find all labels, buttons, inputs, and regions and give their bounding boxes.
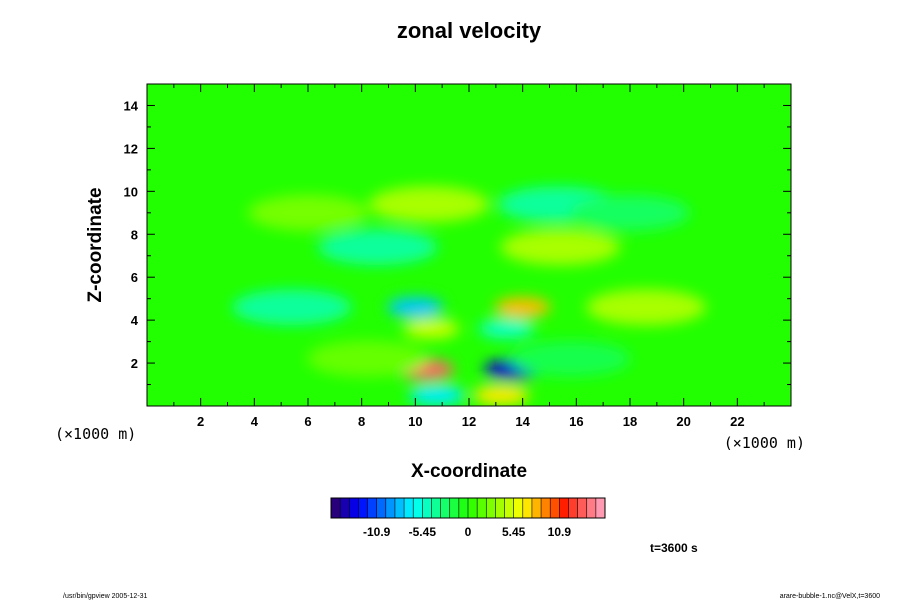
y-tick-label: 4 — [131, 313, 139, 328]
colorbar-cell — [440, 498, 451, 518]
colorbar-cell — [449, 498, 460, 518]
colorbar-cell — [431, 498, 441, 518]
colorbar-cell — [486, 498, 496, 518]
colorbar-cell — [577, 498, 588, 518]
x-axis-label: X-coordinate — [411, 461, 527, 482]
field-feature — [317, 229, 438, 266]
colorbar-cell — [541, 498, 551, 518]
x-tick-label: 18 — [623, 414, 637, 429]
colorbar-cell — [504, 498, 514, 518]
field-feature — [500, 229, 621, 266]
field-feature — [586, 289, 707, 326]
field-feature — [387, 297, 444, 318]
field-feature — [408, 385, 465, 406]
field-feature — [231, 289, 352, 326]
plot-area — [147, 84, 791, 406]
field-feature — [494, 297, 551, 318]
colorbar-cell — [404, 498, 414, 518]
x-tick-label: 14 — [515, 414, 530, 429]
footer-left: /usr/bin/gpview 2005-12-31 — [63, 593, 148, 600]
field-feature — [368, 186, 489, 223]
y-tick-label: 6 — [131, 270, 138, 285]
x-unit-label: (×1000 m) — [724, 434, 805, 452]
x-tick-label: 12 — [462, 414, 476, 429]
time-annotation: t=3600 s — [650, 541, 698, 555]
colorbar-cell — [458, 498, 469, 518]
colorbar-cell — [413, 498, 423, 518]
x-tick-label: 2 — [197, 414, 204, 429]
y-unit-label: (×1000 m) — [55, 425, 136, 443]
colorbar-tick-label: 10.9 — [548, 525, 572, 539]
y-tick-label: 8 — [131, 227, 138, 242]
x-tick-label: 20 — [676, 414, 690, 429]
field-feature — [248, 194, 368, 231]
x-tick-label: 22 — [730, 414, 744, 429]
field-feature — [570, 194, 690, 231]
colorbar-cell — [358, 498, 368, 518]
colorbar-tick-label: 0 — [465, 525, 472, 539]
colorbar-cell — [550, 498, 560, 518]
colorbar-cell — [349, 498, 359, 518]
x-tick-label: 4 — [251, 414, 259, 429]
colorbar-tick-label: -10.9 — [363, 525, 391, 539]
colorbar-cell — [568, 498, 578, 518]
y-axis: 2 4 6 8 10 12 14 — [124, 98, 791, 386]
colorbar-cell — [477, 498, 487, 518]
colorbar — [330, 497, 606, 519]
colorbar-cell — [422, 498, 432, 518]
x-tick-label: 8 — [358, 414, 365, 429]
colorbar-cell — [468, 498, 478, 518]
x-tick-label: 10 — [408, 414, 422, 429]
colorbar-frame — [330, 497, 606, 519]
colorbar-cell — [559, 498, 569, 518]
colorbar-cell — [522, 498, 533, 518]
chart-title: zonal velocity — [397, 18, 542, 43]
colorbar-cell — [340, 498, 350, 518]
colorbar-tick-label: -5.45 — [409, 525, 437, 539]
colorbar-tick-label: 5.45 — [502, 525, 526, 539]
y-axis-label: Z-coordinate — [85, 187, 106, 302]
colorbar-cell — [376, 498, 387, 518]
colorbar-cell — [586, 498, 597, 518]
x-tick-label: 16 — [569, 414, 583, 429]
colorbar-cell — [495, 498, 505, 518]
field-feature — [510, 340, 631, 377]
colorbar-cell — [385, 498, 396, 518]
field-feature — [473, 385, 530, 406]
field-feature — [478, 318, 535, 339]
y-tick-label: 2 — [131, 356, 138, 371]
y-tick-label: 12 — [124, 141, 138, 156]
colorbar-cell — [367, 498, 377, 518]
colorbar-ticks: -10.9 -5.45 0 5.45 10.9 — [363, 525, 571, 539]
x-axis: 2 4 6 8 10 12 14 16 18 20 22 — [173, 84, 765, 429]
x-tick-label: 6 — [304, 414, 311, 429]
y-tick-label: 10 — [124, 184, 138, 199]
colorbar-cell — [513, 498, 524, 518]
colorbar-cell — [595, 498, 606, 518]
field-feature — [403, 318, 460, 339]
field-feature — [307, 340, 428, 377]
footer-right: arare-bubble-1.nc@VelX,t=3600 — [780, 593, 880, 600]
colorbar-cell — [331, 498, 341, 518]
y-tick-label: 14 — [124, 98, 139, 113]
colorbar-cell — [394, 498, 405, 518]
velocity-field — [231, 186, 707, 406]
colorbar-cell — [531, 498, 542, 518]
plot-background — [147, 84, 791, 406]
